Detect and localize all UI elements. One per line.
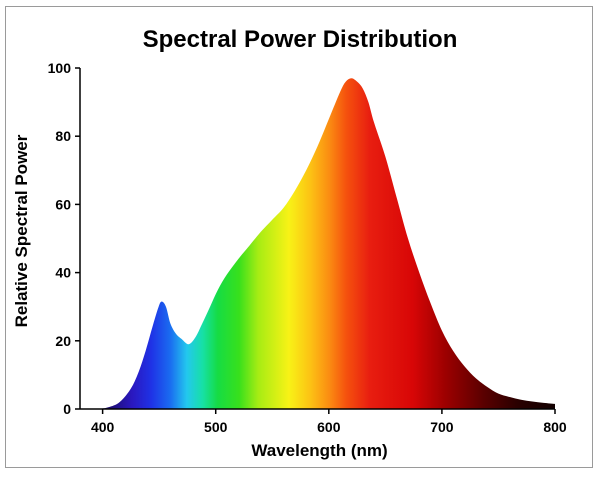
axes: [79, 68, 555, 410]
y-tick-label: 20: [55, 333, 71, 349]
x-tick-label: 400: [91, 419, 115, 435]
y-tick-label: 0: [63, 401, 71, 417]
x-tick-label: 600: [317, 419, 341, 435]
y-tick-label: 60: [55, 196, 71, 212]
x-tick-label: 700: [430, 419, 454, 435]
spectrum-area: [80, 78, 555, 410]
x-tick-label: 800: [543, 419, 567, 435]
y-tick-label: 80: [55, 128, 71, 144]
y-tick-label: 100: [48, 60, 72, 76]
chart-title: Spectral Power Distribution: [142, 26, 458, 53]
ticks: 0 20 40 60 80 100 400 500 600 700 800: [48, 60, 567, 435]
x-tick-label: 500: [204, 419, 228, 435]
x-axis-label: Wavelength (nm): [251, 441, 388, 460]
y-tick-label: 40: [55, 265, 71, 281]
